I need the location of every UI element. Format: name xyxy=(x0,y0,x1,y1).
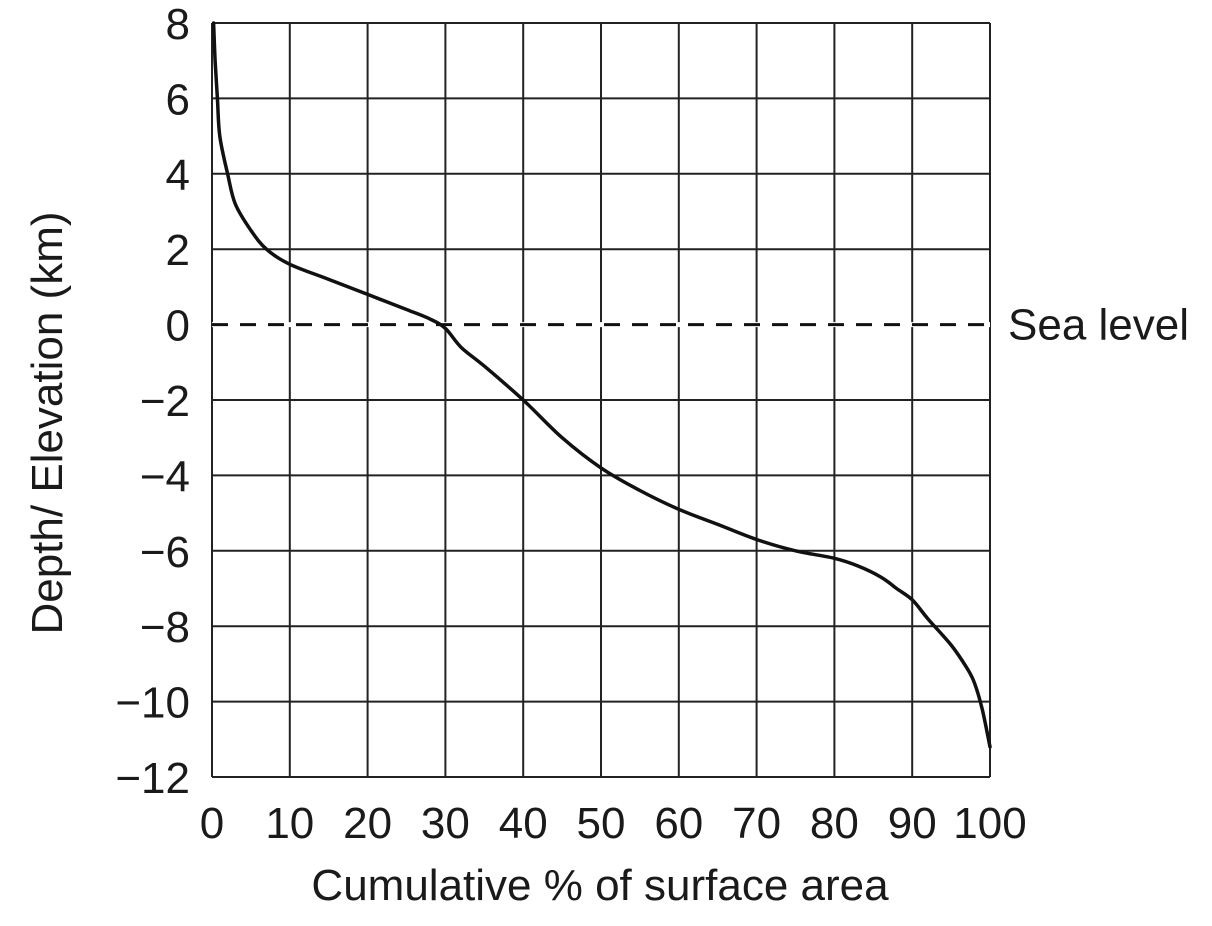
x-tick-label: 70 xyxy=(732,799,781,848)
y-tick-label: 6 xyxy=(166,75,190,124)
x-tick-label: 10 xyxy=(265,799,314,848)
y-tick-label: 8 xyxy=(166,0,190,49)
x-tick-label: 0 xyxy=(200,799,224,848)
x-axis-title: Cumulative % of surface area xyxy=(311,861,889,910)
series-layer xyxy=(211,21,992,749)
x-tick-label: 50 xyxy=(577,799,626,848)
reference-lines: Sea level xyxy=(212,301,1189,350)
y-tick-label: 0 xyxy=(166,302,190,351)
y-tick-label: −8 xyxy=(140,603,190,652)
x-axis-ticks: 0 10 20 30 40 50 60 70 80 90 100 xyxy=(200,799,1027,848)
sea-level-label: Sea level xyxy=(1008,301,1189,350)
x-tick-label: 30 xyxy=(421,799,470,848)
y-tick-label: −6 xyxy=(140,528,190,577)
y-tick-label: 2 xyxy=(166,226,190,275)
y-axis-ticks: 8 6 4 2 0 −2 −4 −6 −8 −10 −12 xyxy=(115,0,190,803)
y-tick-label: −2 xyxy=(140,377,190,426)
x-tick-label: 20 xyxy=(343,799,392,848)
y-tick-label: −4 xyxy=(140,452,190,501)
x-tick-label: 60 xyxy=(654,799,703,848)
y-axis-title: Depth/ Elevation (km) xyxy=(23,211,72,634)
x-tick-label: 80 xyxy=(810,799,859,848)
x-tick-label: 40 xyxy=(499,799,548,848)
x-tick-label: 100 xyxy=(953,799,1026,848)
x-tick-label: 90 xyxy=(888,799,937,848)
y-tick-label: 4 xyxy=(166,151,190,200)
series-line xyxy=(211,21,992,749)
grid xyxy=(211,22,991,778)
y-tick-label: −10 xyxy=(115,679,190,728)
y-tick-label: −12 xyxy=(115,754,190,803)
